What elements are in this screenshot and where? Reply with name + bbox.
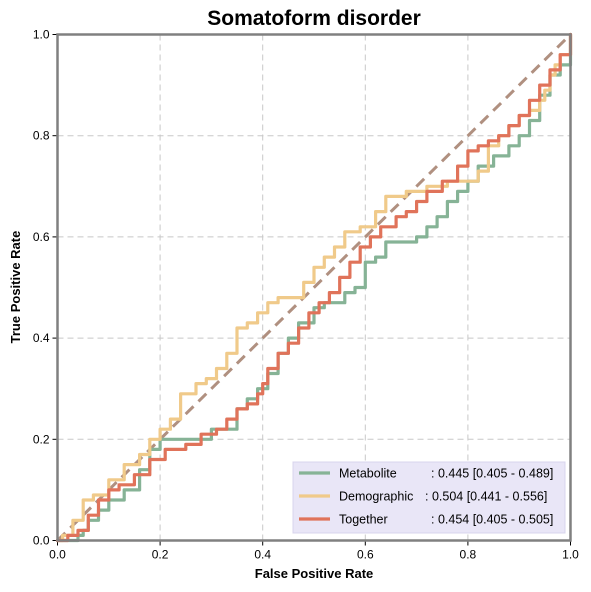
chance-reference-line [56,33,572,542]
x-tick-label: 1.0 [562,548,579,562]
legend-series-name: Metabolite [339,467,397,481]
y-axis-label: True Positive Rate [8,231,23,344]
legend-series-value: : 0.445 [0.405 - 0.489] [431,467,553,481]
x-tick-label: 0.4 [254,548,271,562]
y-tick-label: 0.6 [33,230,50,244]
chart-title: Somatoform disorder [207,7,421,30]
legend-series-name: Demographic [339,490,413,504]
plot-frame [56,33,572,542]
y-tick-label: 1.0 [33,28,50,42]
y-axis-ticks: 0.0 0.2 0.4 0.6 0.8 1.0 [33,28,58,548]
x-tick-label: 0.2 [152,548,169,562]
legend-series-value: : 0.454 [0.405 - 0.505] [431,513,553,527]
x-tick-label: 0.0 [49,548,66,562]
y-tick-label: 0.0 [33,534,50,548]
x-tick-label: 0.8 [460,548,477,562]
roc-curves [55,32,573,543]
y-tick-label: 0.2 [33,432,50,446]
roc-curve-metabolite [55,32,573,543]
legend-series-name: Together [339,513,388,527]
x-axis-ticks: 0.0 0.2 0.4 0.6 0.8 1.0 [49,540,579,562]
x-axis-label: False Positive Rate [255,566,374,581]
roc-curve-together [55,32,573,543]
y-tick-label: 0.4 [33,331,50,345]
y-tick-label: 0.8 [33,129,50,143]
legend-series-value: : 0.504 [0.441 - 0.556] [425,490,547,504]
legend-box [292,461,566,534]
legend: Metabolite : 0.445 [0.405 - 0.489] Demogra… [292,461,566,534]
x-tick-label: 0.6 [357,548,374,562]
